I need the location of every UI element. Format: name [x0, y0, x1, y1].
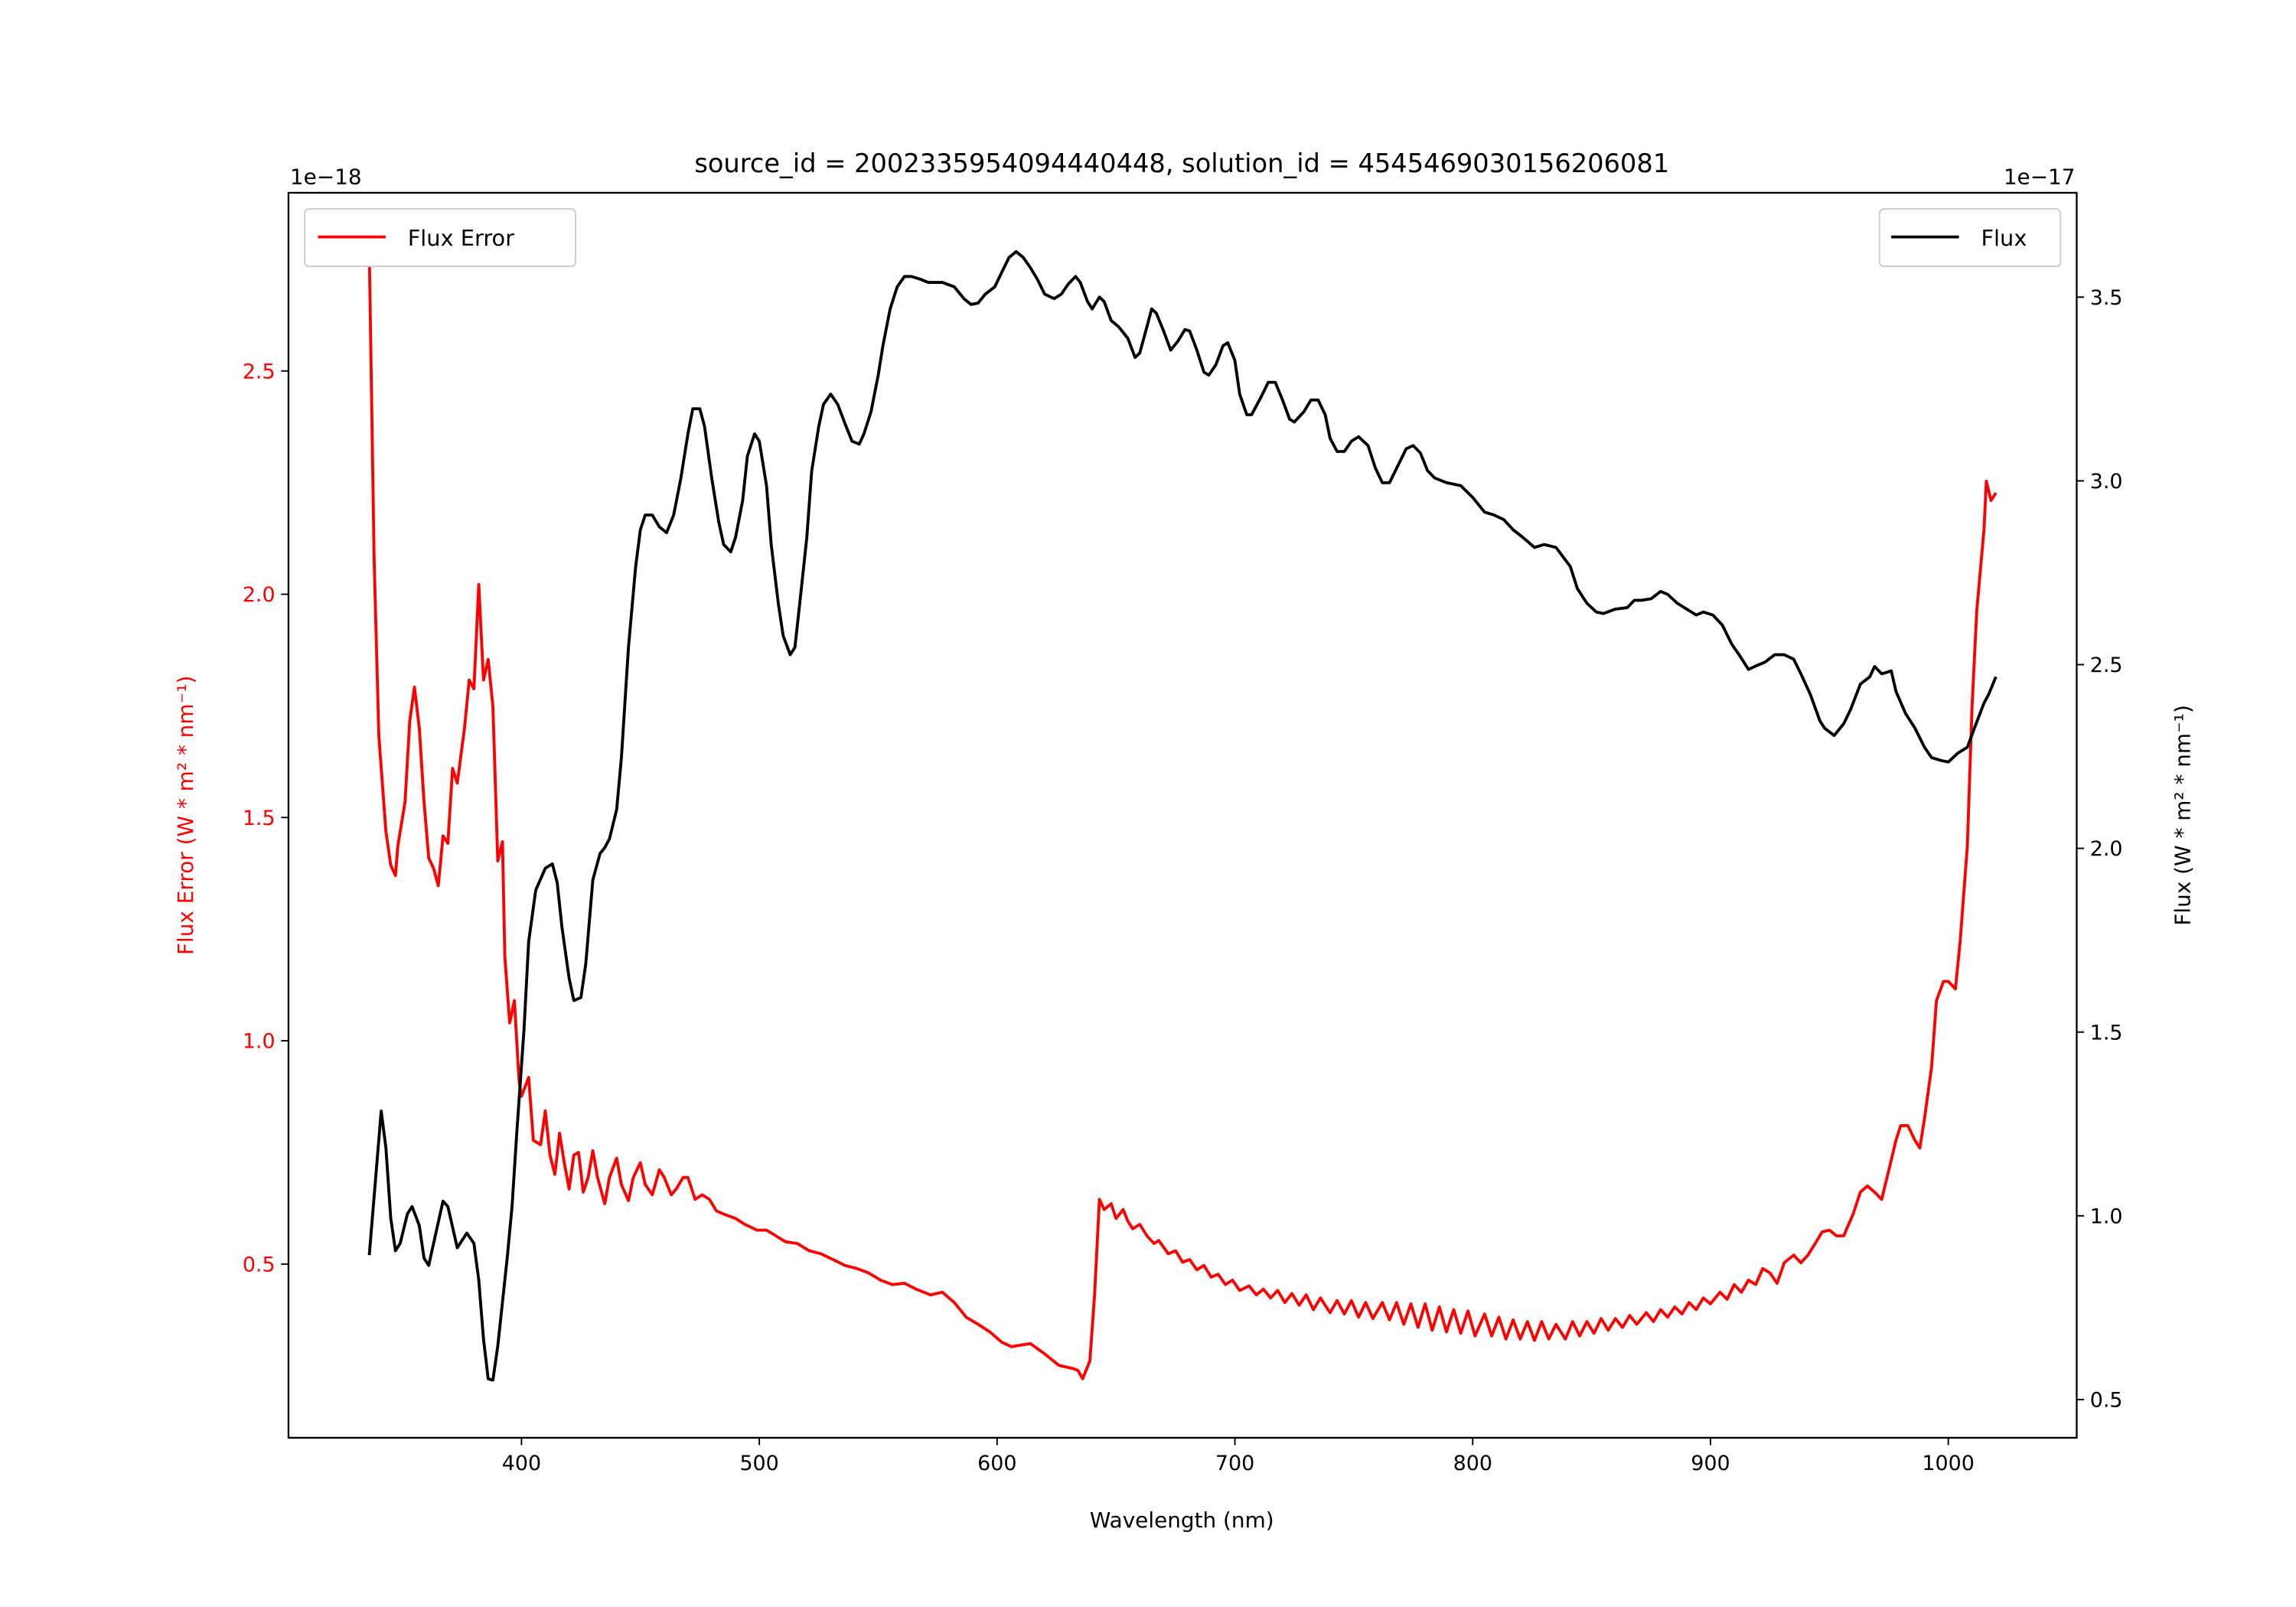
x-tick-label: 900	[1691, 1452, 1730, 1475]
left-y-tick-label: 2.0	[243, 583, 276, 607]
x-axis-label: Wavelength (nm)	[1090, 1508, 1274, 1533]
x-tick-label: 1000	[1922, 1452, 1974, 1475]
x-tick-label: 500	[739, 1452, 778, 1475]
right-y-tick-label: 1.5	[2090, 1021, 2123, 1045]
x-tick-label: 800	[1453, 1452, 1492, 1475]
flux-line	[367, 249, 1998, 1382]
chart-title: source_id = 2002335954094440448, solutio…	[694, 148, 1669, 178]
legend-flux-error: Flux Error	[304, 208, 576, 268]
x-tick-label: 700	[1215, 1452, 1254, 1475]
right-y-tick-label: 3.0	[2090, 470, 2123, 494]
flux-error-line	[367, 250, 1998, 1380]
x-tick-label: 400	[502, 1452, 541, 1475]
legend-flux: Flux	[1878, 208, 2062, 268]
left-axis-offset: 1e−18	[290, 164, 362, 189]
legend-box	[1878, 208, 2062, 268]
legend-box	[304, 208, 576, 268]
left-y-tick-label: 2.5	[243, 360, 276, 383]
right-axis-label: Flux (W * m² * nm⁻¹)	[2170, 705, 2196, 925]
plot-area: 400 500 600 700 800 900 1000 0.5 1.0 1.5 2.0 2.5 0.5…	[243, 249, 2123, 1475]
right-y-tick-label: 3.5	[2090, 286, 2123, 310]
legend-label: Flux Error	[408, 225, 515, 251]
legend-label: Flux	[1981, 225, 2027, 251]
left-axis-label: Flux Error (W * m² * nm⁻¹)	[173, 676, 198, 955]
left-y-tick-label: 0.5	[243, 1253, 276, 1276]
left-y-tick-label: 1.0	[243, 1030, 276, 1054]
right-y-tick-label: 0.5	[2090, 1389, 2123, 1413]
axes-frame	[287, 191, 2078, 1439]
left-y-tick-label: 1.5	[243, 807, 276, 830]
right-y-tick-label: 2.5	[2090, 654, 2123, 677]
right-axis-offset: 1e−17	[2004, 164, 2076, 189]
right-y-tick-label: 1.0	[2090, 1204, 2123, 1228]
x-tick-label: 600	[977, 1452, 1016, 1475]
right-y-tick-label: 2.0	[2090, 837, 2123, 861]
